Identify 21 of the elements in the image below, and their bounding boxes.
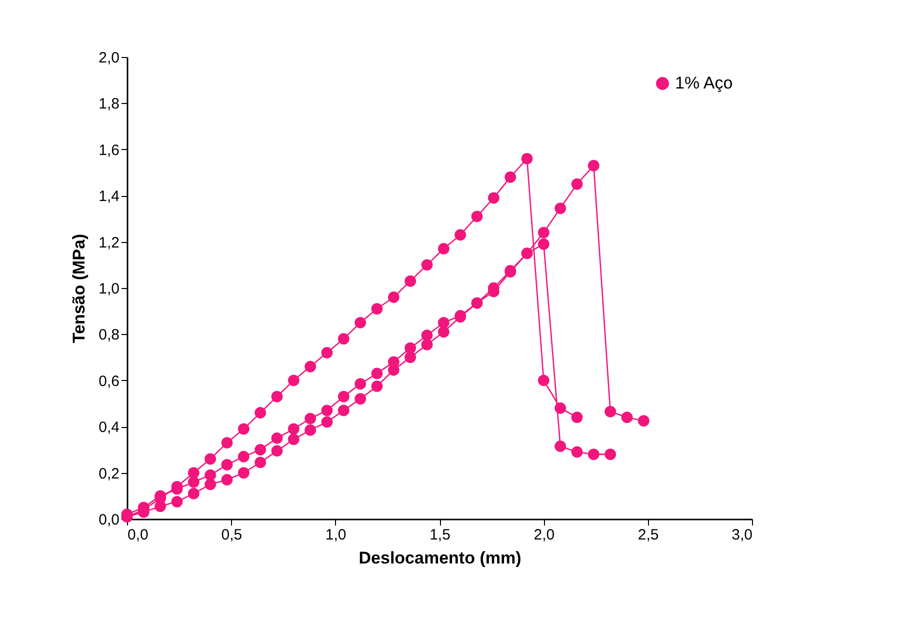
x-tick-label: 0,5 <box>221 526 242 544</box>
legend-label: 1% Aço <box>675 74 733 92</box>
y-axis-title: Tensão (MPa) <box>70 234 89 344</box>
x-tick-label: 2,0 <box>534 526 555 544</box>
y-tick-label: 1,2 <box>98 234 120 252</box>
x-tick-label: 1,5 <box>430 526 450 544</box>
y-tick-label: 0,4 <box>98 419 120 436</box>
y-tick-label: 0,8 <box>98 326 120 344</box>
y-tick-label: 1,6 <box>98 142 120 159</box>
y-tick-label: 0,0 <box>98 512 120 528</box>
y-tick-label: 1,0 <box>98 280 120 298</box>
x-tick-label: 0,0 <box>128 526 148 544</box>
y-tick-label: 0,2 <box>98 465 120 482</box>
x-tick-label: 2,5 <box>638 526 659 544</box>
x-tick-label: 1,0 <box>325 526 346 544</box>
x-tick-label: 3,0 <box>732 526 752 544</box>
y-tick-label: 2,0 <box>98 50 120 66</box>
y-tick-label: 1,8 <box>98 96 120 113</box>
x-axis-title: Deslocamento (mm) <box>358 548 522 568</box>
y-tick-label: 1,4 <box>98 188 120 206</box>
y-tick-label: 0,6 <box>98 372 120 390</box>
